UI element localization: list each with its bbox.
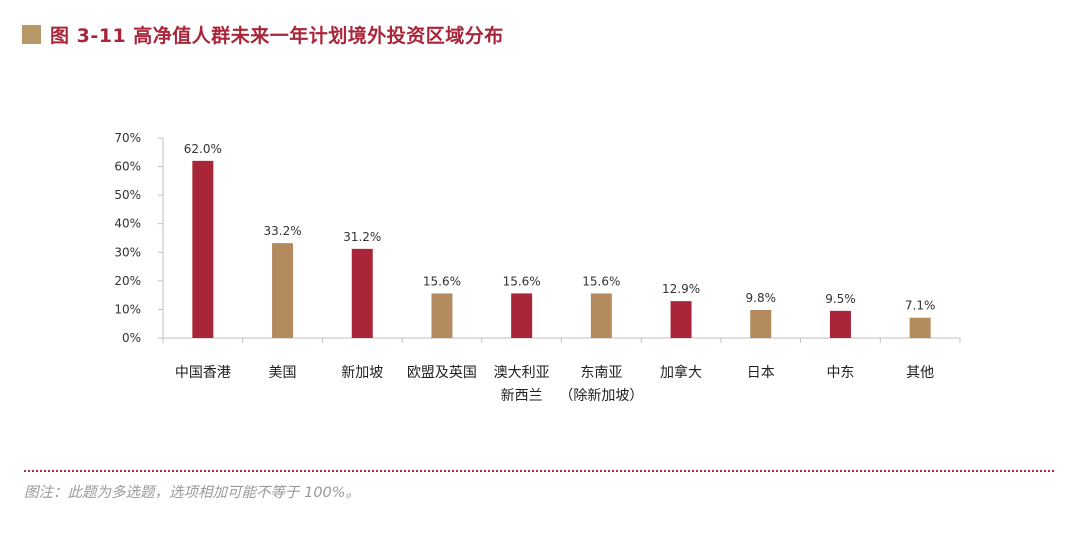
figure-title: 图 3-11 高净值人群未来一年计划境外投资区域分布 [22,20,504,48]
x-tick-label: 欧盟及英国 [407,364,477,381]
data-label: 9.5% [825,292,856,306]
x-tick-label: 东南亚 [580,365,622,381]
y-tick-label: 70% [114,131,141,145]
bar [511,293,533,338]
x-tick-label: 中东 [826,365,854,381]
x-tick-label: 美国 [269,365,297,381]
data-label: 62.0% [184,142,222,156]
data-label: 12.9% [662,282,700,296]
y-tick-label: 0% [122,331,141,345]
x-tick-label: 中国香港 [175,365,231,381]
data-label: 15.6% [503,274,541,288]
dotted-divider [24,470,1054,472]
bar [590,293,612,338]
bar [750,310,772,338]
y-tick-label: 50% [114,188,141,202]
x-tick-label: 日本 [747,365,775,381]
footnote: 图注：此题为多选题，选项相加可能不等于 100%。 [24,485,361,501]
figure-title-text: 图 3-11 高净值人群未来一年计划境外投资区域分布 [50,24,504,47]
x-tick-label: （除新加坡） [559,388,643,404]
data-label: 33.2% [263,224,301,238]
bar [351,248,373,338]
y-tick-label: 40% [114,217,141,231]
bar [829,310,851,338]
y-tick-label: 10% [114,302,141,316]
y-tick-label: 20% [114,274,141,288]
x-tick-label: 其他 [906,365,934,381]
data-label: 9.8% [746,291,777,305]
data-label: 31.2% [343,230,381,244]
bar [670,301,692,338]
y-tick-label: 30% [114,245,141,259]
x-tick-label: 新西兰 [501,388,543,404]
x-tick-label: 加拿大 [660,364,702,381]
data-label: 7.1% [905,299,936,313]
bar [909,317,931,338]
data-label: 15.6% [423,274,461,288]
bar [431,293,453,338]
bar [192,160,214,338]
data-label: 15.6% [582,274,620,288]
y-tick-label: 60% [114,160,141,174]
x-tick-label: 澳大利亚 [494,365,550,381]
title-marker-square [22,24,41,44]
bar [272,243,294,338]
x-tick-label: 新加坡 [341,365,383,381]
